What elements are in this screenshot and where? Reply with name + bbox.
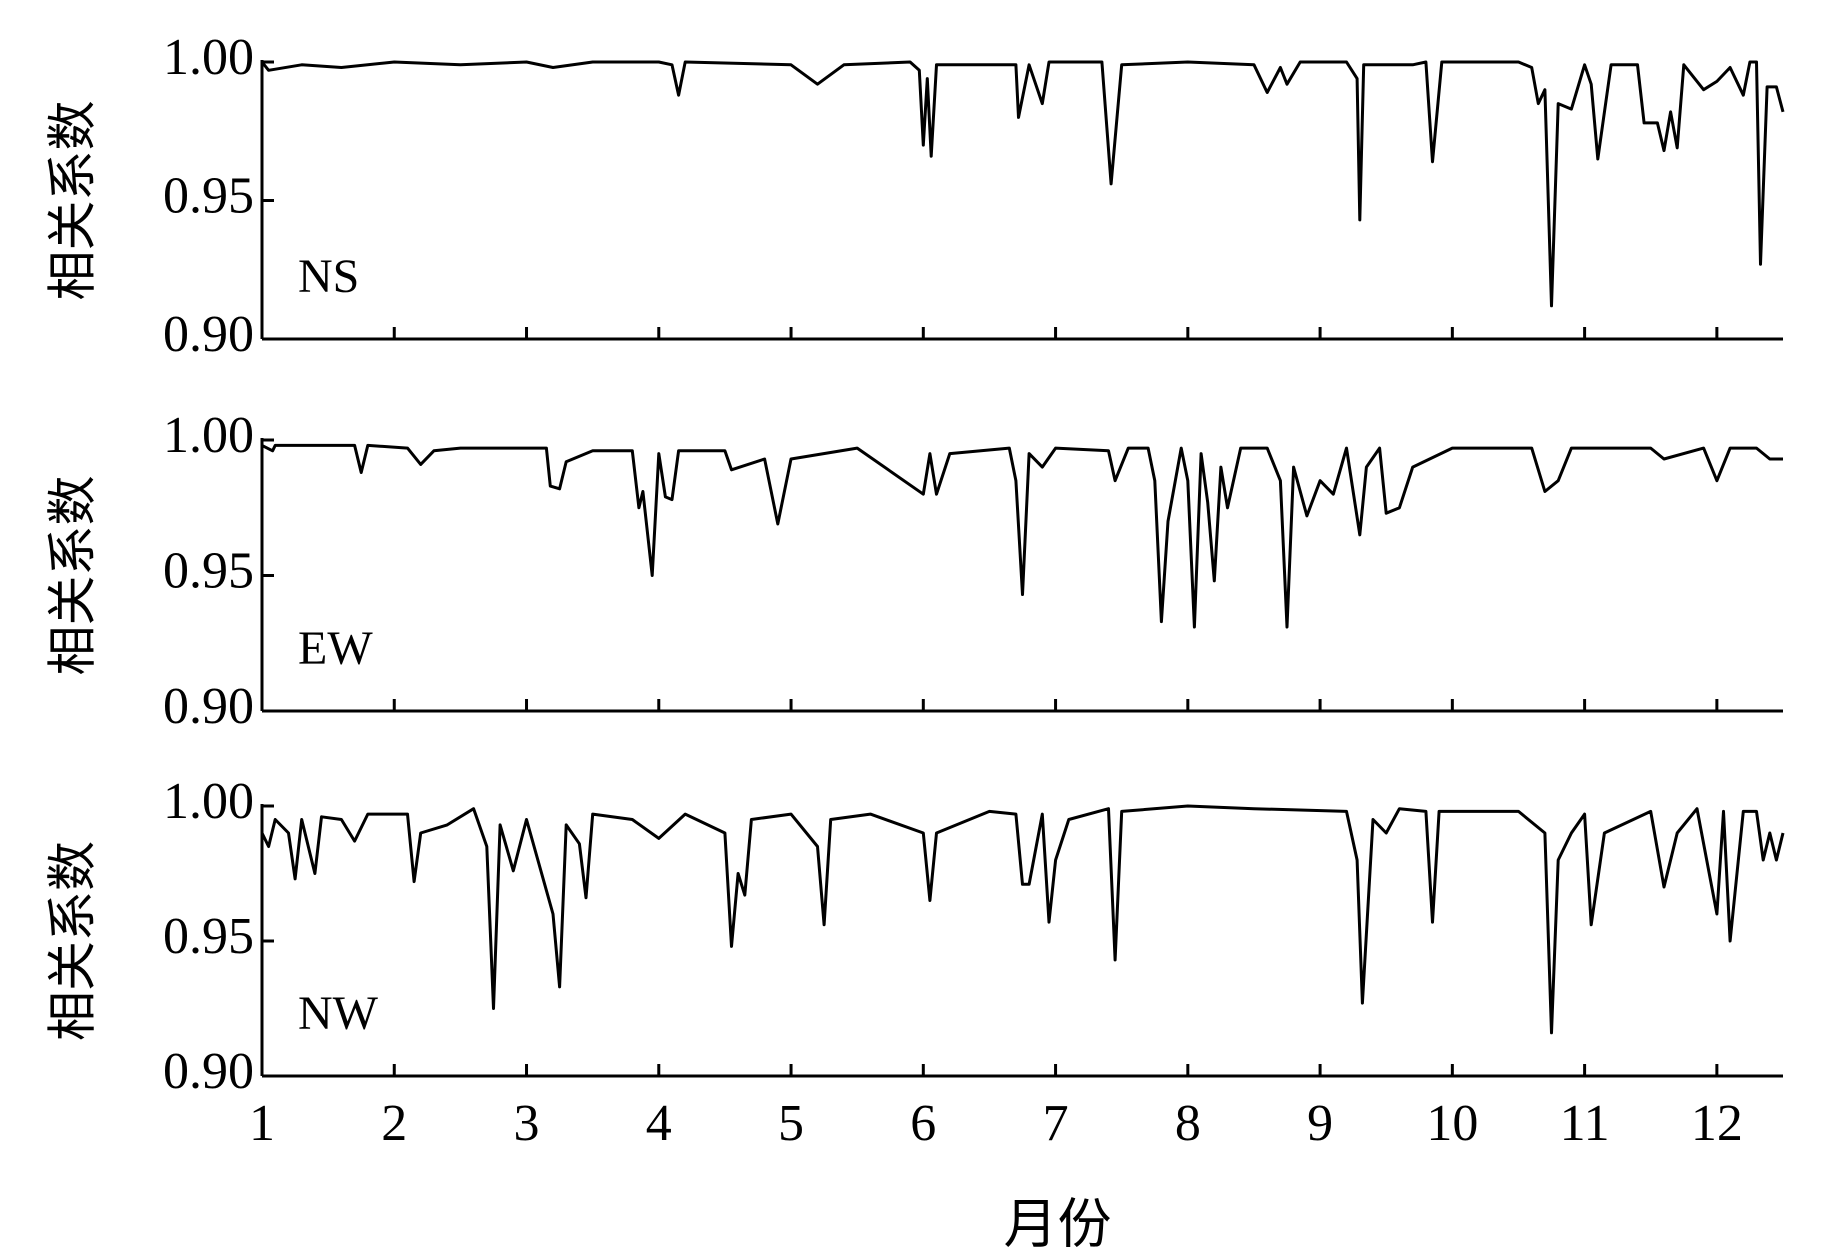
y-tick-label: 0.90 bbox=[163, 1043, 254, 1100]
x-tick-label: 5 bbox=[778, 1095, 804, 1152]
panel-label: EW bbox=[298, 622, 373, 675]
x-tick-label: 3 bbox=[514, 1095, 540, 1152]
y-tick-label: 0.95 bbox=[163, 167, 254, 224]
data-line bbox=[261, 443, 1783, 629]
data-line bbox=[260, 804, 1785, 1035]
panel-label: NS bbox=[298, 250, 359, 303]
y-tick-label: 0.90 bbox=[163, 678, 254, 735]
x-tick-label: 8 bbox=[1175, 1095, 1201, 1152]
x-tick-label: 6 bbox=[910, 1095, 936, 1152]
x-axis-label: 月份 bbox=[1004, 1194, 1112, 1252]
x-tick-label: 11 bbox=[1560, 1095, 1610, 1152]
y-tick-label: 0.95 bbox=[163, 908, 254, 965]
data-line bbox=[260, 60, 1785, 308]
y-tick-label: 1.00 bbox=[163, 29, 254, 86]
panel-label: NW bbox=[298, 987, 379, 1040]
y-tick-label: 0.95 bbox=[163, 542, 254, 599]
x-tick-label: 1 bbox=[249, 1095, 275, 1152]
x-tick-label: 7 bbox=[1043, 1095, 1069, 1152]
x-tick-label: 4 bbox=[646, 1095, 672, 1152]
x-tick-label: 2 bbox=[381, 1095, 407, 1152]
y-tick-label: 1.00 bbox=[163, 407, 254, 464]
y-tick-label: 0.90 bbox=[163, 306, 254, 363]
y-axis-label: 相关系数 bbox=[44, 841, 100, 1041]
x-tick-label: 10 bbox=[1426, 1095, 1478, 1152]
y-axis-label: 相关系数 bbox=[44, 476, 100, 676]
x-tick-label: 12 bbox=[1691, 1095, 1743, 1152]
y-tick-label: 1.00 bbox=[163, 773, 254, 830]
y-axis-label: 相关系数 bbox=[44, 101, 100, 301]
x-tick-label: 9 bbox=[1307, 1095, 1333, 1152]
